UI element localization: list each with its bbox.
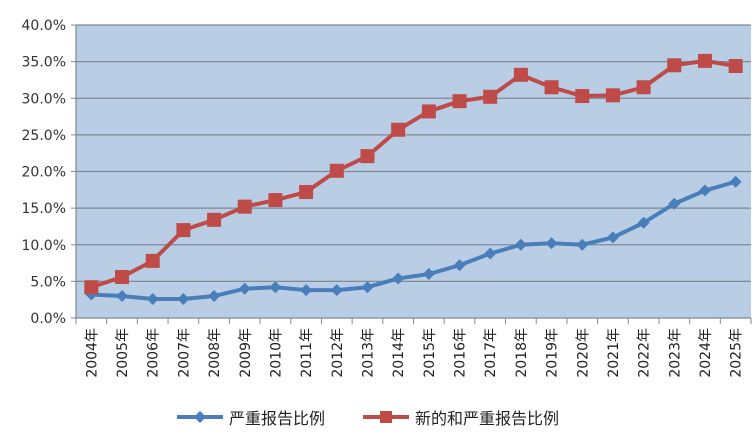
data-point (605, 88, 620, 103)
data-point (176, 223, 191, 238)
data-point (667, 58, 682, 73)
x-tick-label: 2007年 (176, 328, 192, 378)
data-point (146, 292, 159, 305)
x-tick-label: 2004年 (84, 328, 100, 378)
y-tick-label: 0.0% (30, 311, 66, 327)
x-tick-label: 2013年 (360, 328, 376, 378)
data-point (728, 59, 743, 74)
data-point (422, 268, 435, 281)
data-point (544, 80, 559, 95)
legend-label: 新的和严重报告比例 (415, 409, 560, 428)
data-point (483, 89, 498, 104)
data-point (237, 199, 252, 214)
x-tick-label: 2023年 (667, 328, 683, 378)
data-point (514, 238, 527, 251)
y-tick-label: 35.0% (22, 55, 66, 71)
data-point (299, 185, 314, 200)
x-tick-label: 2020年 (575, 328, 591, 378)
x-tick-label: 2006年 (146, 328, 162, 378)
data-point (177, 292, 190, 305)
data-point (208, 290, 221, 303)
data-point (636, 80, 651, 95)
legend-label: 严重报告比例 (229, 409, 326, 428)
data-point (361, 281, 374, 294)
y-axis: 0.0% 5.0% 10.0% 15.0% 20.0% 25.0% 30.0% 35.0% 40… (22, 18, 76, 327)
data-point (116, 290, 129, 303)
y-tick-label: 15.0% (22, 201, 66, 217)
data-point (668, 197, 681, 210)
x-tick-label: 2019年 (545, 328, 561, 378)
data-point (238, 282, 251, 295)
data-point (637, 216, 650, 229)
data-point (421, 104, 436, 119)
data-point (513, 67, 528, 82)
data-point (729, 175, 742, 188)
y-tick-label: 25.0% (22, 128, 66, 144)
data-point (145, 253, 160, 268)
line-chart: 0.0% 5.0% 10.0% 15.0% 20.0% 25.0% 30.0% 35.0% 40… (22, 18, 752, 378)
x-tick-label: 2022年 (637, 328, 653, 378)
x-tick-label: 2011年 (299, 328, 315, 378)
data-point (453, 259, 466, 272)
data-point (207, 212, 222, 227)
legend: 严重报告比例 新的和严重报告比例 (175, 402, 559, 432)
data-point (329, 163, 344, 178)
x-tick-label: 2016年 (453, 328, 469, 378)
y-tick-label: 20.0% (22, 165, 66, 181)
data-point (484, 247, 497, 260)
data-point (269, 281, 282, 294)
data-point (268, 193, 283, 208)
x-tick-label: 2025年 (729, 328, 745, 378)
x-tick-label: 2017年 (483, 328, 499, 378)
data-point (84, 280, 99, 295)
y-tick-label: 30.0% (22, 91, 66, 107)
x-tick-label: 2009年 (238, 328, 254, 378)
x-tick-label: 2008年 (207, 328, 223, 378)
legend-item-new-and-severe: 新的和严重报告比例 (361, 405, 559, 429)
y-tick-label: 5.0% (30, 274, 66, 290)
x-axis: 2004年 2005年 2006年 2007年 2008年 2009年 2010年 2011年… (75, 318, 752, 378)
data-point (452, 94, 467, 109)
data-point (545, 237, 558, 250)
data-point (300, 284, 313, 297)
legend-item-severe: 严重报告比例 (175, 405, 325, 429)
data-point (391, 122, 406, 137)
diamond-marker-icon (177, 411, 223, 423)
x-tick-label: 2015年 (422, 328, 438, 378)
x-tick-label: 2005年 (115, 328, 131, 378)
data-point (575, 89, 590, 104)
x-tick-label: 2024年 (698, 328, 714, 378)
data-point (697, 53, 712, 68)
y-tick-label: 10.0% (22, 238, 66, 254)
x-tick-label: 2018年 (514, 328, 530, 378)
data-point (115, 269, 130, 284)
data-point (360, 149, 375, 164)
x-tick-label: 2012年 (330, 328, 346, 378)
data-point (576, 238, 589, 251)
x-tick-label: 2010年 (268, 328, 284, 378)
y-tick-label: 40.0% (22, 18, 66, 34)
data-point (698, 184, 711, 197)
data-point (392, 272, 405, 285)
square-marker-icon (363, 411, 410, 423)
data-point (606, 231, 619, 244)
x-tick-label: 2021年 (606, 328, 622, 378)
x-tick-label: 2014年 (391, 328, 407, 378)
series-lines (84, 53, 743, 305)
data-point (330, 284, 343, 297)
